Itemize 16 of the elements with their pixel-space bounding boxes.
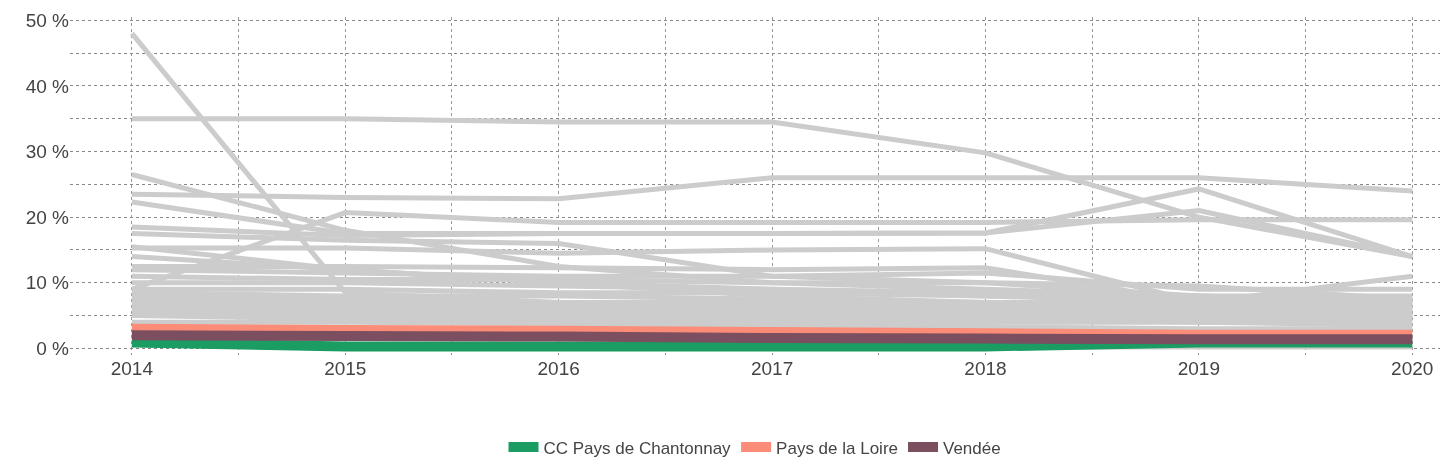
y-tick-label: 40 % [25,75,70,97]
y-tick-label: 0 % [36,338,70,360]
x-tick-label: 2020 [1391,358,1434,379]
x-tick-label: 2014 [110,358,154,379]
legend-label: Pays de la Loire [776,438,899,458]
y-tick-label: 20 % [25,206,70,228]
y-tick-label: 10 % [25,272,70,294]
x-tick-label: 2017 [750,358,794,379]
y-tick-label: 30 % [25,141,70,163]
legend-label: CC Pays de Chantonnay [543,438,732,458]
x-tick-label: 2018 [964,358,1007,379]
x-tick-label: 2019 [1177,358,1220,379]
y-tick-label: 50 % [25,9,70,31]
x-tick-label: 2015 [324,358,367,379]
legend-label: Vendée [943,438,1001,458]
x-tick-label: 2016 [537,358,580,379]
